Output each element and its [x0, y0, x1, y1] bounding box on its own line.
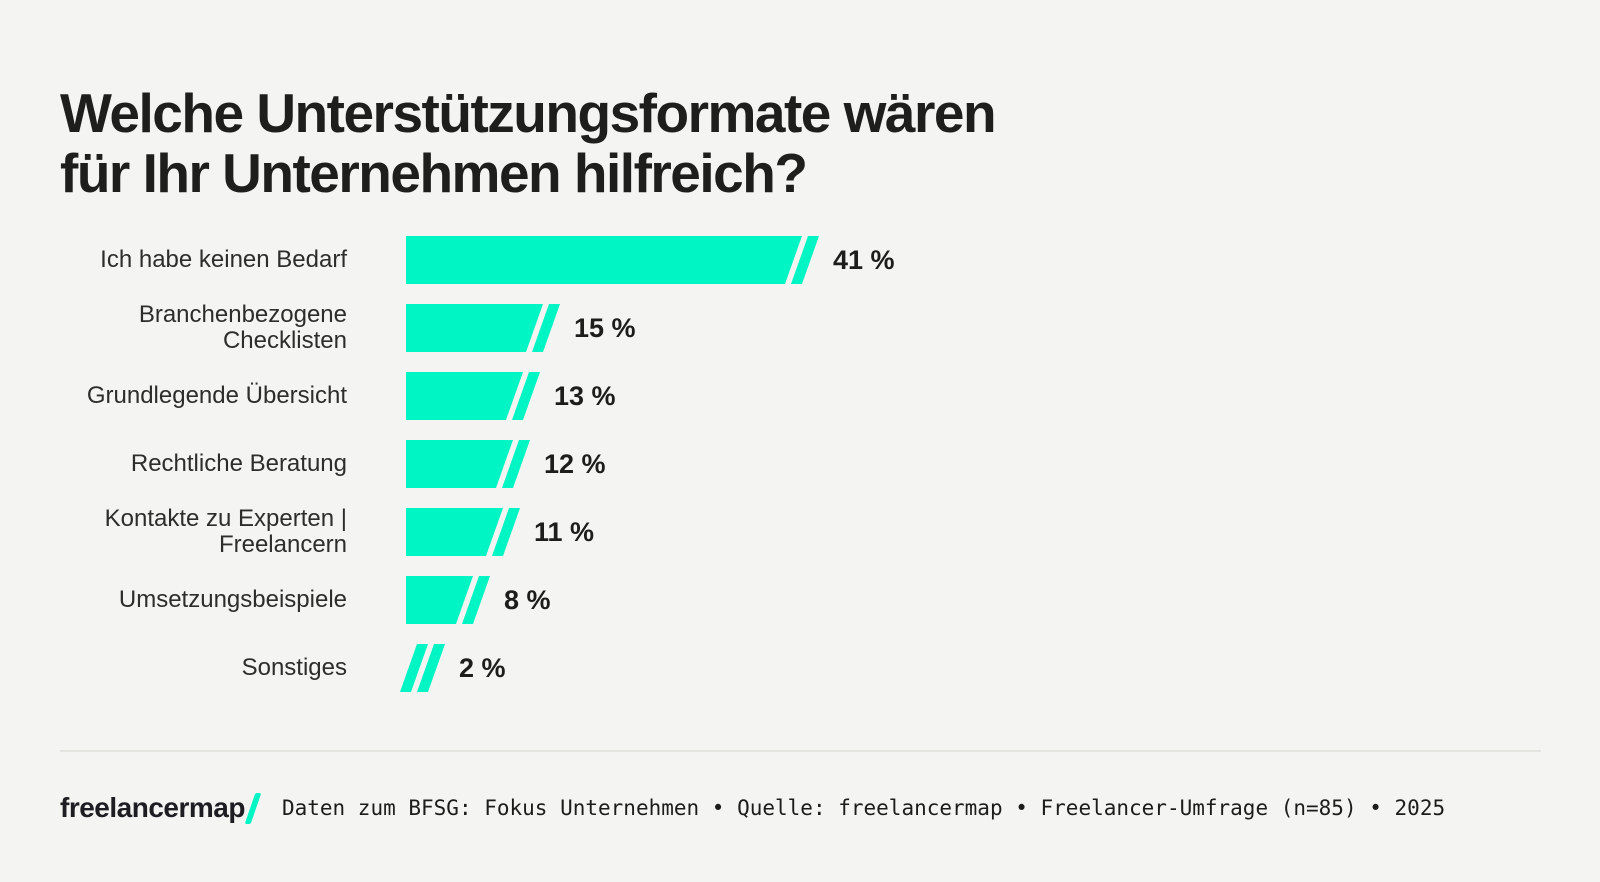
chart-rows: Ich habe keinen Bedarf 41 % Branchenbezoge… [60, 236, 1540, 692]
bar-body [406, 576, 473, 624]
bar-category-label: Ich habe keinen Bedarf [100, 246, 347, 273]
freelancermap-logo: freelancermap [60, 792, 262, 824]
bar-row: Sonstiges 2 % [60, 644, 1540, 692]
logo-text: freelancermap [60, 792, 245, 823]
bar-shape [406, 576, 490, 624]
bar-category-label: Rechtliche Beratung [130, 450, 347, 477]
source-caption: Daten zum BFSG: Fokus Unternehmen • Quel… [281, 796, 1446, 820]
bar-value-label: 15 % [574, 312, 636, 343]
bar-body [406, 508, 503, 556]
bar-row: Rechtliche Beratung 12 % [60, 440, 1540, 488]
bar-category-label: Grundlegende Übersicht [86, 382, 347, 409]
bar-end-slash-icon [512, 372, 540, 420]
logo-slash-icon [244, 792, 262, 824]
bar-category-label: Sonstiges [241, 654, 347, 681]
bar-row: Branchenbezogene Checklisten 15 % [60, 301, 1540, 354]
bar-shape [406, 508, 520, 556]
bar-end-slash-icon [791, 236, 819, 284]
bar-category-label: Kontakte zu Experten | Freelancern [104, 505, 347, 558]
bar-value-label: 13 % [554, 380, 616, 411]
footer: freelancermap Daten zum BFSG: Fokus Unte… [60, 786, 1445, 830]
bar-end-slash-icon [532, 304, 560, 352]
bar-chart: Ich habe keinen Bedarf 41 % Branchenbezoge… [60, 236, 1540, 712]
bar-value-label: 12 % [544, 448, 606, 479]
bar-shape [406, 372, 540, 420]
bar-body [406, 236, 802, 284]
bar-shape [406, 236, 819, 284]
bar-row: Ich habe keinen Bedarf 41 % [60, 236, 1540, 284]
bar-end-slash-icon [502, 440, 530, 488]
bar-row: Umsetzungsbeispiele 8 % [60, 576, 1540, 624]
bar-body [400, 644, 428, 692]
bar-end-slash-icon [462, 576, 490, 624]
bar-body [406, 440, 513, 488]
bar-shape [406, 440, 530, 488]
bar-body [406, 304, 543, 352]
bar-category-label: Umsetzungsbeispiele [118, 586, 347, 613]
bar-row: Grundlegende Übersicht 13 % [60, 372, 1540, 420]
bar-end-slash-icon [417, 644, 445, 692]
bar-value-label: 2 % [459, 652, 506, 683]
bar-category-label: Branchenbezogene Checklisten [138, 301, 347, 354]
bar-body [406, 372, 523, 420]
bar-value-label: 41 % [833, 244, 895, 275]
bar-end-slash-icon [492, 508, 520, 556]
page-title: Welche Unterstützungsformate wären für I… [60, 81, 997, 205]
footer-divider [60, 750, 1541, 752]
bar-shape [406, 304, 560, 352]
bar-value-label: 8 % [504, 584, 551, 615]
bar-shape [400, 644, 445, 692]
bar-row: Kontakte zu Experten | Freelancern 11 % [60, 505, 1540, 558]
bar-value-label: 11 % [534, 516, 595, 547]
